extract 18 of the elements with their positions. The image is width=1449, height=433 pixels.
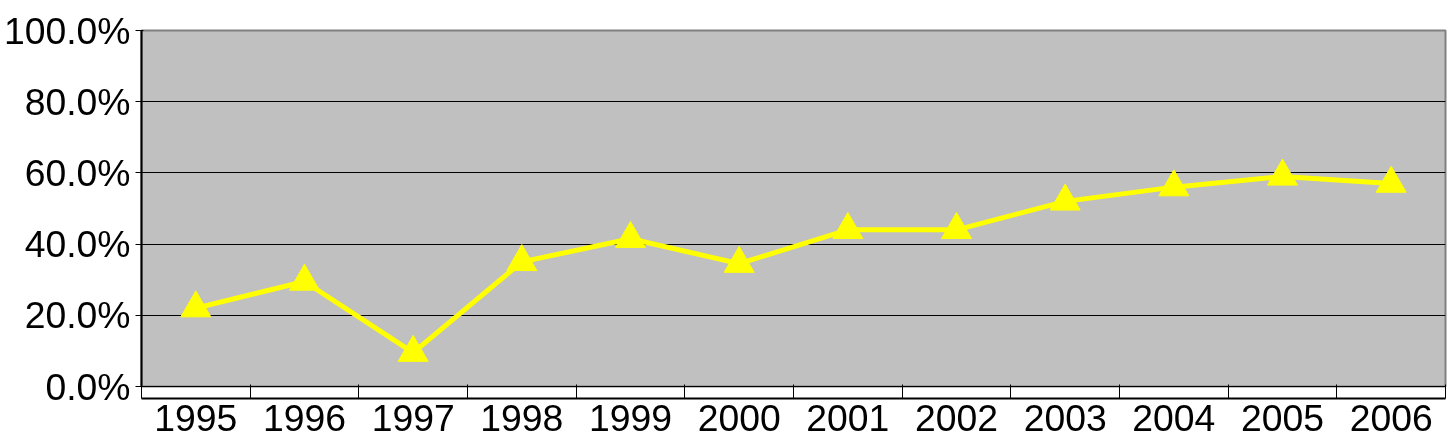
x-tick-label: 1995: [154, 396, 238, 433]
x-tick-label: 1999: [588, 396, 673, 433]
x-tick-label: 2001: [806, 396, 890, 433]
x-tick-label: 2004: [1132, 396, 1216, 433]
y-tick-label: 60.0%: [24, 151, 131, 194]
x-tick-label: 1998: [480, 396, 564, 433]
y-tick-label: 0.0%: [45, 365, 131, 408]
x-tick-label: 2006: [1349, 396, 1433, 433]
x-tick-label: 2002: [914, 396, 999, 433]
y-tick-label: 80.0%: [24, 80, 131, 123]
x-tick-label: 2000: [697, 396, 781, 433]
x-tick-label: 2005: [1240, 396, 1325, 433]
y-tick-label: 40.0%: [24, 223, 131, 266]
x-tick-label: 1996: [262, 396, 347, 433]
x-tick-label: 2003: [1023, 396, 1107, 433]
y-tick-label: 100.0%: [3, 9, 131, 52]
y-tick-label: 20.0%: [24, 294, 131, 337]
x-tick-label: 1997: [371, 396, 455, 433]
